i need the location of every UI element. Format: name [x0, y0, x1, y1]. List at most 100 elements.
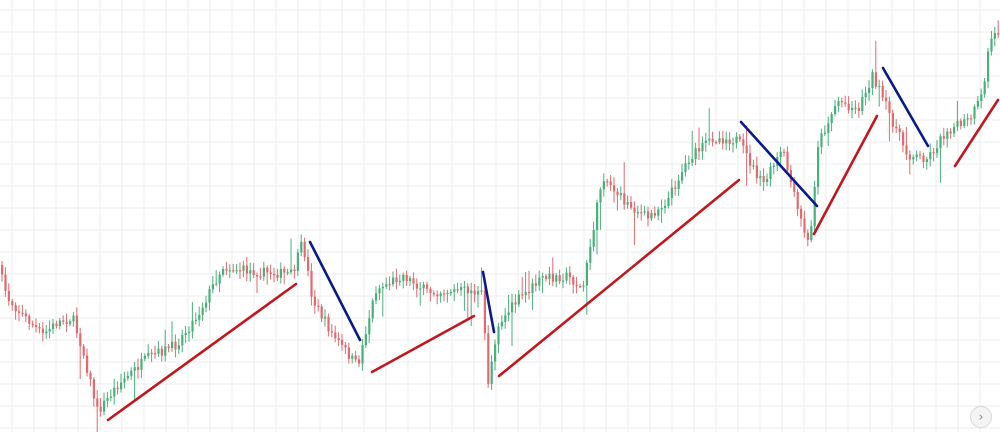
candle-down	[432, 293, 435, 295]
candle-up	[834, 106, 837, 115]
candle-up	[45, 331, 48, 334]
candle-up	[130, 370, 133, 376]
candle-down	[7, 291, 10, 302]
candle-down	[783, 151, 786, 153]
candle-up	[364, 334, 367, 346]
candle-up	[228, 270, 231, 272]
candle-up	[211, 284, 214, 290]
candle-down	[721, 138, 724, 144]
downtrend-trend-line	[739, 120, 819, 208]
candle-up	[402, 274, 405, 281]
candle-up	[480, 290, 483, 292]
candle-down	[232, 270, 235, 272]
candle-up	[290, 269, 293, 273]
candle-down	[762, 176, 765, 182]
candle-down	[99, 406, 102, 412]
candle-down	[283, 268, 286, 273]
candle-down	[728, 139, 731, 144]
candle-up	[511, 302, 514, 313]
candle-down	[888, 101, 891, 113]
candle-up	[507, 312, 510, 316]
candle-up	[385, 284, 388, 287]
candle-down	[623, 193, 626, 205]
candle-down	[796, 191, 799, 209]
candle-down	[358, 359, 361, 364]
candle-up	[140, 358, 143, 370]
candle-up	[694, 148, 697, 160]
candle-up	[562, 280, 565, 282]
candle-down	[41, 328, 44, 334]
candle-up	[48, 328, 51, 332]
candle-up	[191, 320, 194, 332]
candle-up	[541, 276, 544, 278]
candle-up	[650, 213, 653, 219]
candle-up	[500, 321, 503, 327]
candle-down	[347, 347, 350, 359]
candle-down	[436, 294, 439, 297]
candle-up	[497, 326, 500, 345]
candle-up	[398, 280, 401, 283]
candle-up	[69, 321, 72, 324]
candle-up	[392, 277, 395, 285]
candle-up	[660, 208, 663, 210]
candle-up	[677, 180, 680, 189]
candle-down	[579, 286, 582, 288]
candle-down	[800, 208, 803, 219]
candle-down	[18, 311, 21, 313]
candle-up	[368, 318, 371, 335]
candle-up	[548, 273, 551, 279]
candle-down	[388, 284, 391, 286]
candle-up	[993, 33, 996, 39]
candle-down	[79, 333, 82, 347]
candle-down	[307, 257, 310, 271]
candle-up	[585, 262, 588, 286]
candle-up	[912, 157, 915, 160]
candle-up	[987, 51, 990, 82]
candle-up	[701, 142, 704, 152]
candle-down	[959, 120, 962, 126]
candle-down	[534, 283, 537, 286]
candle-down	[847, 103, 850, 111]
candle-up	[133, 367, 136, 371]
candle-up	[177, 345, 180, 350]
candle-up	[973, 106, 976, 119]
candle-down	[806, 232, 809, 240]
candle-up	[810, 226, 813, 240]
candle-down	[895, 126, 898, 129]
scroll-right-button[interactable]: ›	[970, 406, 992, 428]
candle-down	[970, 118, 973, 120]
candle-up	[704, 140, 707, 143]
candle-down	[137, 367, 140, 370]
candle-up	[184, 333, 187, 336]
candle-up	[113, 387, 116, 397]
candle-up	[222, 269, 225, 275]
uptrend-trend-line	[106, 282, 298, 422]
downtrend-trend-line	[481, 270, 496, 334]
candle-down	[905, 145, 908, 155]
candle-down	[891, 112, 894, 127]
candle-down	[412, 278, 415, 284]
candle-up	[827, 123, 830, 133]
candle-down	[640, 212, 643, 214]
candle-up	[531, 283, 534, 294]
candle-down	[514, 302, 517, 305]
candle-down	[698, 148, 701, 152]
candle-up	[817, 147, 820, 188]
candle-up	[235, 270, 238, 272]
candle-up	[52, 323, 55, 329]
candle-up	[72, 315, 75, 322]
candle-down	[922, 155, 925, 163]
candle-down	[932, 152, 935, 154]
candle-down	[521, 294, 524, 296]
candle-down	[415, 283, 418, 289]
candle-up	[735, 136, 738, 144]
candle-up	[643, 211, 646, 213]
candle-down	[150, 352, 153, 355]
downtrend-trend-line	[881, 66, 930, 148]
candle-up	[171, 341, 174, 349]
candle-down	[313, 296, 316, 306]
candle-down	[395, 277, 398, 283]
candle-up	[205, 302, 208, 308]
candle-up	[218, 274, 221, 284]
